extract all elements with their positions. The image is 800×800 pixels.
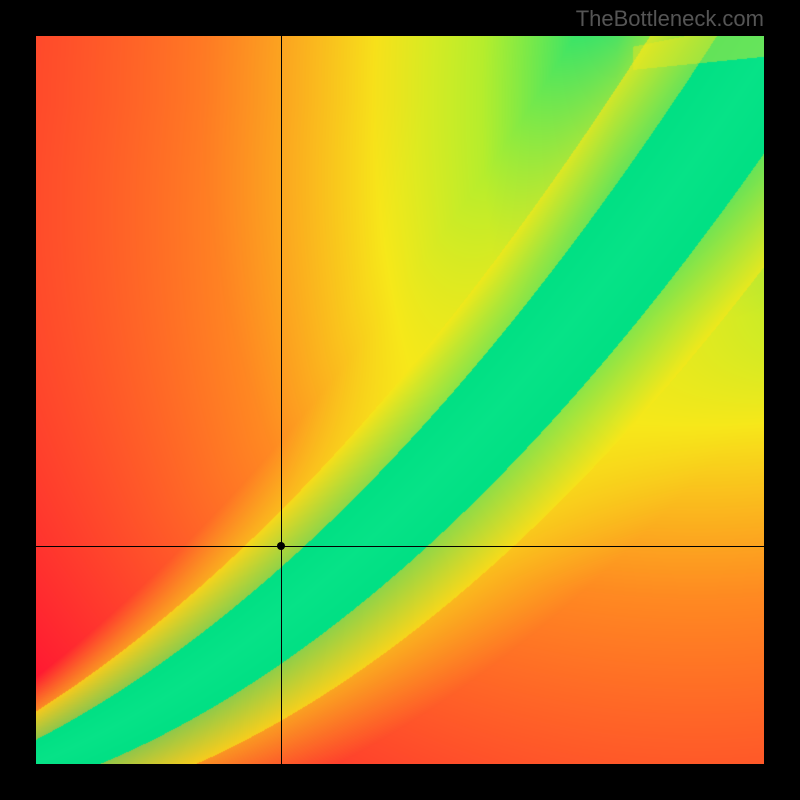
crosshair-horizontal xyxy=(36,546,764,547)
chart-container: TheBottleneck.com xyxy=(0,0,800,800)
data-point-marker xyxy=(277,542,285,550)
heatmap-canvas xyxy=(36,36,764,764)
crosshair-vertical xyxy=(281,36,282,764)
watermark-text: TheBottleneck.com xyxy=(576,6,764,32)
plot-area xyxy=(36,36,764,764)
